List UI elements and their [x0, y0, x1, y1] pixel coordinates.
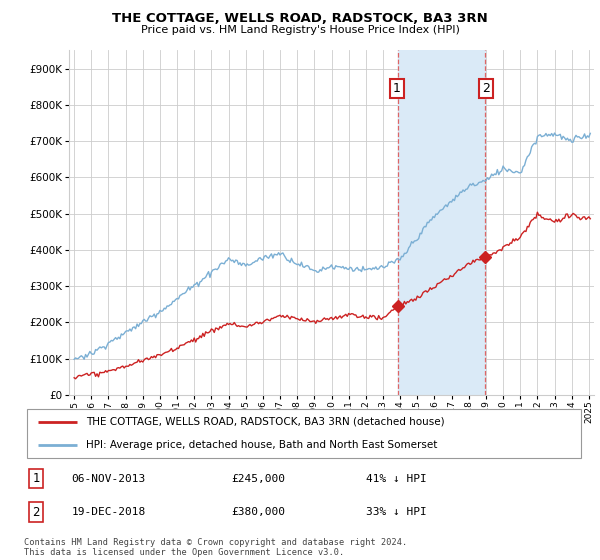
Text: Price paid vs. HM Land Registry's House Price Index (HPI): Price paid vs. HM Land Registry's House …: [140, 25, 460, 35]
Text: 1: 1: [32, 472, 40, 485]
Text: THE COTTAGE, WELLS ROAD, RADSTOCK, BA3 3RN (detached house): THE COTTAGE, WELLS ROAD, RADSTOCK, BA3 3…: [86, 417, 445, 427]
Text: 33% ↓ HPI: 33% ↓ HPI: [366, 507, 427, 517]
Text: £380,000: £380,000: [232, 507, 286, 517]
Text: HPI: Average price, detached house, Bath and North East Somerset: HPI: Average price, detached house, Bath…: [86, 440, 437, 450]
Text: 2: 2: [32, 506, 40, 519]
Text: 41% ↓ HPI: 41% ↓ HPI: [366, 474, 427, 483]
FancyBboxPatch shape: [27, 409, 581, 458]
Text: Contains HM Land Registry data © Crown copyright and database right 2024.
This d: Contains HM Land Registry data © Crown c…: [24, 538, 407, 557]
Text: 1: 1: [393, 82, 401, 95]
Bar: [398, 50, 485, 395]
Text: 19-DEC-2018: 19-DEC-2018: [71, 507, 146, 517]
Text: THE COTTAGE, WELLS ROAD, RADSTOCK, BA3 3RN: THE COTTAGE, WELLS ROAD, RADSTOCK, BA3 3…: [112, 12, 488, 25]
Text: 2: 2: [482, 82, 490, 95]
Text: £245,000: £245,000: [232, 474, 286, 483]
Text: 06-NOV-2013: 06-NOV-2013: [71, 474, 146, 483]
